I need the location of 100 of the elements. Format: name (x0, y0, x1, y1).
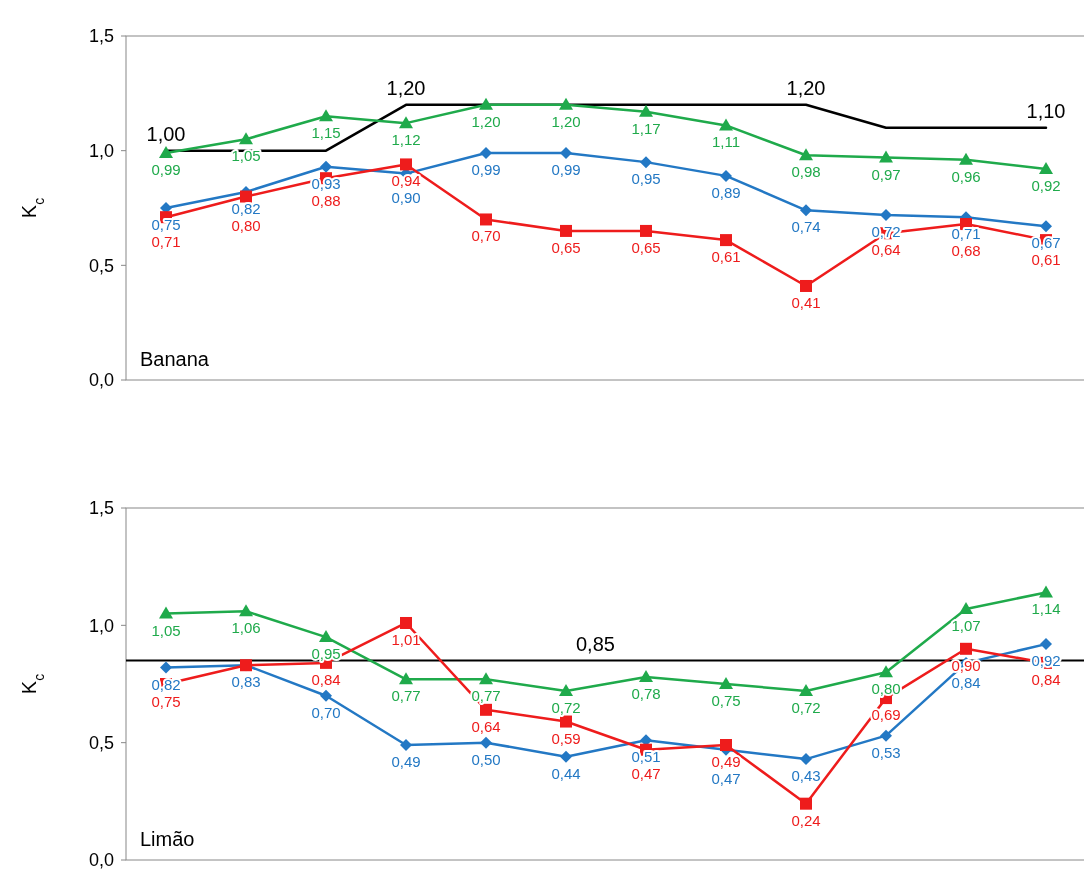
data-label: 1,20 (786, 76, 826, 99)
data-label: 0,64 (871, 241, 901, 259)
point (239, 604, 253, 617)
data-label: 0,96 (951, 167, 981, 185)
data-label: 0,84 (951, 673, 981, 691)
data-label: 0,44 (551, 764, 581, 782)
data-label: 0,99 (151, 160, 181, 178)
point (160, 661, 172, 674)
data-label: 1,05 (151, 621, 181, 639)
point (559, 684, 573, 697)
data-label: 0,77 (471, 687, 501, 705)
point (560, 750, 572, 763)
data-label: 1,05 (231, 147, 261, 165)
point (800, 797, 812, 810)
data-label: 0,89 (711, 183, 741, 201)
y-tick-label: 0,5 (88, 255, 114, 276)
data-label: 0,49 (711, 753, 741, 771)
point (159, 145, 173, 158)
point (800, 279, 812, 292)
y-tick-label: 1,0 (88, 140, 114, 161)
point (240, 190, 252, 203)
point (799, 684, 813, 697)
data-label: 0,65 (631, 238, 661, 256)
point (320, 160, 332, 173)
point (959, 601, 973, 614)
data-label: 0,68 (951, 242, 981, 260)
point (880, 208, 892, 221)
point (960, 642, 972, 655)
y-tick-label: 0,5 (88, 732, 114, 753)
point (640, 156, 652, 169)
annotation: Banana (140, 348, 210, 370)
data-label: 0,82 (151, 675, 181, 693)
point (559, 97, 573, 110)
point (399, 116, 413, 129)
data-label: 0,92 (1031, 177, 1061, 195)
point (480, 213, 492, 226)
data-label: 0,47 (711, 770, 741, 788)
data-label: 0,71 (951, 225, 981, 243)
point (719, 677, 733, 689)
data-label: 0,92 (1031, 652, 1061, 670)
data-label: 1,14 (1031, 600, 1061, 618)
point (560, 715, 572, 728)
point (480, 703, 492, 716)
data-label: 0,61 (1031, 251, 1061, 269)
data-label: 0,74 (791, 218, 821, 236)
point (879, 665, 893, 678)
point (959, 152, 973, 165)
data-label: 0,71 (151, 233, 181, 250)
y-tick-label: 0,0 (88, 370, 114, 391)
annotation: Limão (140, 828, 195, 850)
data-label: 1,10 (1026, 99, 1066, 122)
data-label: 0,77 (391, 687, 421, 705)
data-label: 0,51 (631, 748, 661, 766)
data-label: 0,99 (471, 160, 501, 178)
data-label: 1,17 (631, 119, 661, 137)
data-label: 0,75 (151, 216, 181, 233)
point (239, 132, 253, 145)
point (639, 104, 653, 117)
data-label: 0,53 (871, 743, 901, 761)
data-label: 1,06 (231, 619, 261, 637)
data-label: 1,12 (391, 131, 421, 149)
data-label: 1,20 (471, 112, 501, 130)
point (480, 736, 492, 749)
data-label: 0,75 (151, 692, 181, 710)
data-label: 0,97 (871, 165, 901, 183)
point (1039, 162, 1053, 175)
data-label: 0,59 (551, 729, 581, 747)
data-label: 0,50 (471, 750, 501, 768)
y-tick-label: 1,0 (88, 615, 114, 636)
point (480, 146, 492, 159)
data-label: 0,78 (631, 684, 661, 702)
data-label: 1,01 (391, 630, 421, 648)
point (720, 234, 732, 247)
data-label: 0,47 (631, 765, 661, 783)
data-label: 0,83 (231, 673, 261, 691)
data-label: 0,64 (471, 717, 501, 735)
point (400, 158, 412, 171)
data-label: 0,94 (391, 172, 421, 190)
y-tick-label: 1,5 (88, 498, 114, 519)
data-label: 0,67 (1031, 234, 1061, 252)
point (560, 146, 572, 159)
data-label: 0,72 (791, 699, 821, 717)
data-label: 1,07 (951, 616, 981, 634)
point (159, 606, 173, 619)
data-label: 1,00 (146, 122, 186, 145)
data-label: 0,82 (231, 199, 261, 217)
point (319, 109, 333, 122)
point (319, 630, 333, 643)
data-label: 0,69 (871, 706, 901, 724)
point (880, 729, 892, 742)
data-label: 0,61 (711, 248, 741, 266)
data-label: 1,20 (551, 112, 581, 130)
point (1040, 638, 1052, 651)
point (560, 224, 572, 237)
point (719, 118, 733, 131)
data-label: 1,15 (311, 124, 341, 142)
data-label: 0,70 (471, 227, 501, 245)
point (639, 669, 653, 682)
data-label: 0,49 (391, 753, 421, 771)
point (879, 150, 893, 163)
